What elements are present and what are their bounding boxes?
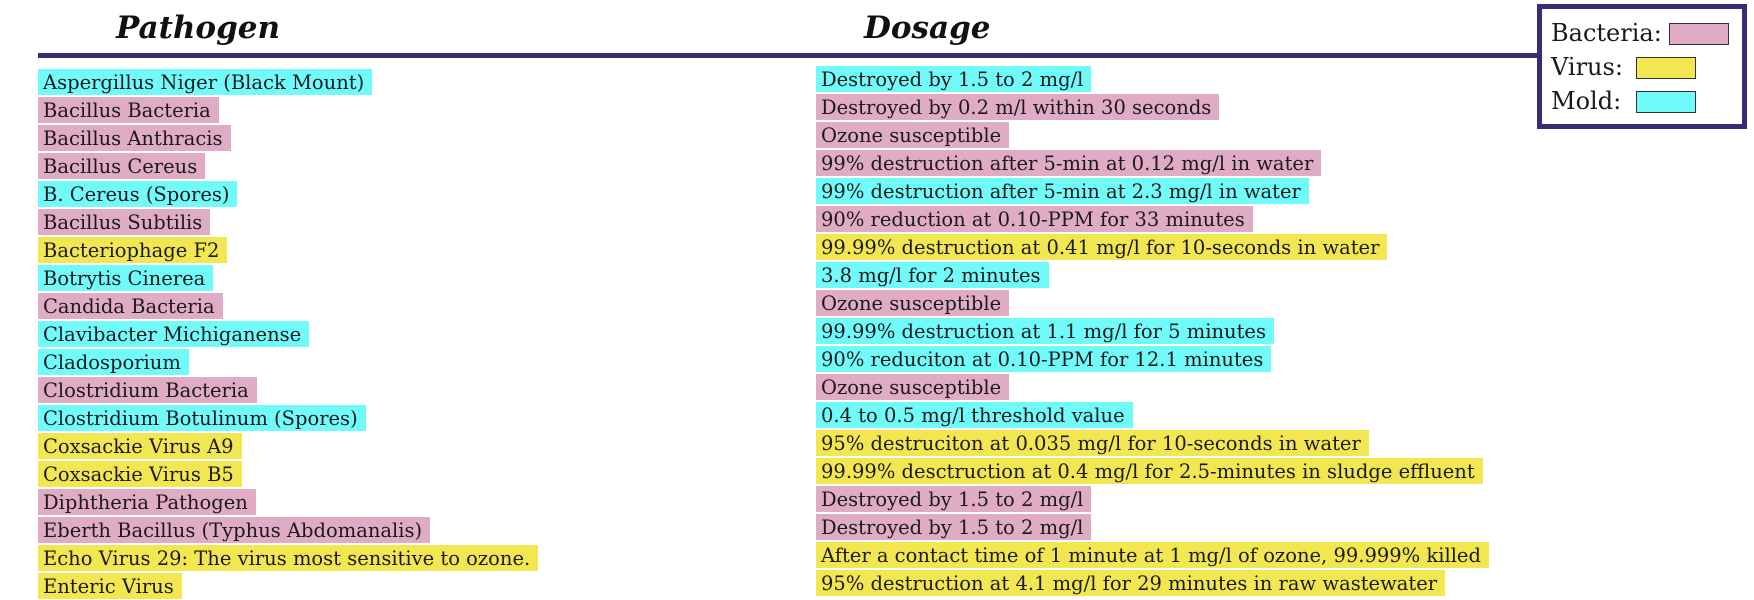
table-row: Clavibacter Michiganense 99.99% destructi…	[0, 318, 1754, 348]
pathogen-name: Bacillus Anthracis	[38, 125, 231, 151]
table-row: Clostridium Bacteria Ozone susceptible	[0, 374, 1754, 404]
pathogen-name: Eberth Bacillus (Typhus Abdomanalis)	[38, 517, 431, 543]
pathogen-name: Clostridium Bacteria	[38, 377, 257, 403]
pathogen-name: Coxsackie Virus B5	[38, 461, 242, 487]
dosage-text: Ozone susceptible	[816, 374, 1010, 400]
table-row: Bacteriophage F2 99.99% destruction at 0.…	[0, 234, 1754, 264]
dosage-text: Destroyed by 1.5 to 2 mg/l	[816, 486, 1092, 512]
pathogen-name: Bacteriophage F2	[38, 237, 228, 263]
dosage-column-header: Dosage	[864, 10, 991, 46]
pathogen-name: B. Cereus (Spores)	[38, 181, 238, 207]
dosage-text: 0.4 to 0.5 mg/l threshold value	[816, 402, 1133, 428]
legend-label: Virus:	[1551, 53, 1623, 81]
dosage-text: Ozone susceptible	[816, 122, 1010, 148]
legend: Bacteria: Virus: Mold:	[1537, 4, 1747, 129]
legend-label: Bacteria:	[1551, 19, 1662, 47]
pathogen-name: Clavibacter Michiganense	[38, 321, 310, 347]
dosage-text: Destroyed by 0.2 m/l within 30 seconds	[816, 94, 1220, 120]
dosage-text: 95% destruciton at 0.035 mg/l for 10-sec…	[816, 430, 1369, 456]
dosage-text: 90% reduciton at 0.10-PPM for 12.1 minut…	[816, 346, 1272, 372]
table-row: Eberth Bacillus (Typhus Abdomanalis) Dest…	[0, 514, 1754, 544]
dosage-text: 90% reduction at 0.10-PPM for 33 minutes	[816, 206, 1253, 232]
table-row: Bacillus Anthracis Ozone susceptible	[0, 122, 1754, 152]
dosage-text: After a contact time of 1 minute at 1 mg…	[816, 542, 1489, 568]
pathogen-name: Candida Bacteria	[38, 293, 223, 319]
table-row: Clostridium Botulinum (Spores) 0.4 to 0.5…	[0, 402, 1754, 432]
pathogen-table: Aspergillus Niger (Black Mount) Destroyed…	[0, 66, 1754, 600]
pathogen-name: Echo Virus 29: The virus most sensitive …	[38, 545, 539, 571]
pathogen-name: Diphtheria Pathogen	[38, 489, 256, 515]
legend-swatch-virus	[1636, 57, 1696, 79]
table-row: Coxsackie Virus B5 99.99% desctruction at…	[0, 458, 1754, 488]
table-row: Bacillus Bacteria Destroyed by 0.2 m/l wi…	[0, 94, 1754, 124]
dosage-text: 99% destruction after 5-min at 2.3 mg/l …	[816, 178, 1309, 204]
header-rule	[38, 53, 1538, 58]
dosage-text: 99% destruction after 5-min at 0.12 mg/l…	[816, 150, 1322, 176]
dosage-text: Ozone susceptible	[816, 290, 1010, 316]
legend-swatch-bacteria	[1669, 23, 1729, 45]
dosage-text: Destroyed by 1.5 to 2 mg/l	[816, 66, 1092, 92]
pathogen-name: Bacillus Bacteria	[38, 97, 219, 123]
table-row: Bacillus Subtilis 90% reduction at 0.10-P…	[0, 206, 1754, 236]
pathogen-column-header: Pathogen	[116, 10, 281, 46]
pathogen-name: Coxsackie Virus A9	[38, 433, 242, 459]
dosage-text: 99.99% destruction at 0.41 mg/l for 10-s…	[816, 234, 1388, 260]
table-row: Cladosporium 90% reduciton at 0.10-PPM fo…	[0, 346, 1754, 376]
table-row: Aspergillus Niger (Black Mount) Destroyed…	[0, 66, 1754, 96]
dosage-text: 95% destruction at 4.1 mg/l for 29 minut…	[816, 570, 1446, 596]
table-row: Enteric Virus 95% destruction at 4.1 mg/l…	[0, 570, 1754, 600]
pathogen-name: Botrytis Cinerea	[38, 265, 214, 291]
table-row: Echo Virus 29: The virus most sensitive …	[0, 542, 1754, 572]
table-row: Bacillus Cereus 99% destruction after 5-m…	[0, 150, 1754, 180]
dosage-text: 99.99% destruction at 1.1 mg/l for 5 min…	[816, 318, 1274, 344]
dosage-text: Destroyed by 1.5 to 2 mg/l	[816, 514, 1092, 540]
pathogen-name: Cladosporium	[38, 349, 189, 375]
pathogen-name: Bacillus Subtilis	[38, 209, 211, 235]
pathogen-name: Clostridium Botulinum (Spores)	[38, 405, 366, 431]
table-row: Candida Bacteria Ozone susceptible	[0, 290, 1754, 320]
dosage-text: 3.8 mg/l for 2 minutes	[816, 262, 1049, 288]
table-row: Botrytis Cinerea 3.8 mg/l for 2 minutes	[0, 262, 1754, 292]
table-row: Coxsackie Virus A9 95% destruciton at 0.0…	[0, 430, 1754, 460]
table-row: Diphtheria Pathogen Destroyed by 1.5 to 2…	[0, 486, 1754, 516]
legend-label: Mold:	[1551, 87, 1622, 115]
pathogen-name: Aspergillus Niger (Black Mount)	[38, 69, 373, 95]
table-row: B. Cereus (Spores) 99% destruction after …	[0, 178, 1754, 208]
pathogen-name: Enteric Virus	[38, 573, 182, 599]
legend-swatch-mold	[1636, 91, 1696, 113]
dosage-text: 99.99% desctruction at 0.4 mg/l for 2.5-…	[816, 458, 1483, 484]
pathogen-name: Bacillus Cereus	[38, 153, 206, 179]
